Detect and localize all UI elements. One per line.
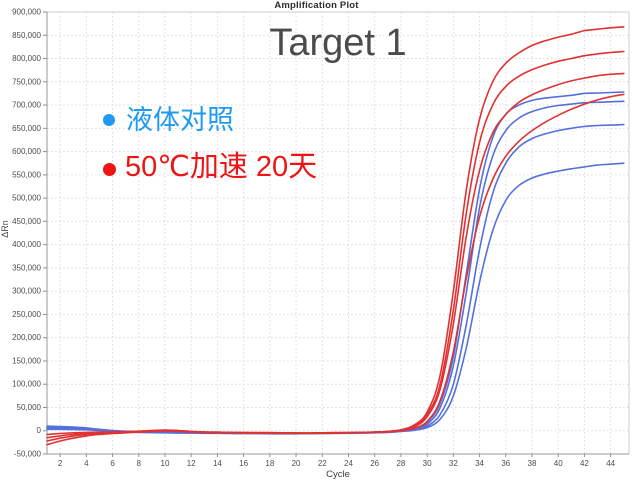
svg-text:550,000: 550,000	[12, 170, 41, 179]
svg-text:34: 34	[475, 459, 484, 468]
svg-text:44: 44	[606, 459, 615, 468]
svg-text:18: 18	[265, 459, 274, 468]
chart-title: Amplification Plot	[274, 0, 359, 11]
x-axis-title: Cycle	[326, 469, 350, 480]
svg-text:900,000: 900,000	[12, 8, 41, 17]
svg-text:2: 2	[58, 459, 63, 468]
svg-text:6: 6	[110, 459, 115, 468]
svg-text:300,000: 300,000	[12, 287, 41, 296]
svg-text:100,000: 100,000	[12, 380, 41, 389]
svg-text:36: 36	[501, 459, 510, 468]
svg-text:850,000: 850,000	[12, 31, 41, 40]
svg-text:40: 40	[554, 459, 563, 468]
svg-text:24: 24	[344, 459, 353, 468]
legend-dot-blue-icon	[103, 114, 115, 126]
curve-50℃加速20天-4	[46, 93, 625, 446]
legend-label-liquid-control: 液体对照	[126, 105, 234, 135]
svg-text:650,000: 650,000	[12, 124, 41, 133]
svg-text:4: 4	[84, 459, 89, 468]
svg-text:28: 28	[396, 459, 405, 468]
svg-text:0: 0	[37, 426, 42, 435]
svg-text:400,000: 400,000	[12, 240, 41, 249]
svg-text:450,000: 450,000	[12, 217, 41, 226]
svg-text:42: 42	[580, 459, 589, 468]
svg-text:8: 8	[137, 459, 142, 468]
legend-item-accelerated: 50℃加速 20天	[103, 147, 317, 187]
svg-text:350,000: 350,000	[12, 263, 41, 272]
curve-液体对照-4	[46, 162, 625, 435]
legend-label-accelerated: 50℃加速 20天	[125, 151, 318, 183]
legend-dot-red-icon	[103, 162, 116, 176]
svg-text:150,000: 150,000	[12, 356, 41, 365]
y-axis-title: ΔRn	[0, 220, 10, 238]
target-annotation: Target 1	[269, 22, 407, 64]
svg-text:50,000: 50,000	[17, 403, 42, 412]
curve-50℃加速20天-1	[46, 26, 625, 436]
svg-text:10: 10	[161, 459, 170, 468]
svg-text:12: 12	[187, 459, 196, 468]
svg-text:30: 30	[423, 459, 432, 468]
svg-text:700,000: 700,000	[12, 101, 41, 110]
svg-text:250,000: 250,000	[12, 310, 41, 319]
svg-text:14: 14	[213, 459, 222, 468]
svg-text:500,000: 500,000	[12, 194, 41, 203]
svg-text:26: 26	[370, 459, 379, 468]
svg-text:750,000: 750,000	[12, 77, 41, 86]
svg-text:800,000: 800,000	[12, 54, 41, 63]
svg-text:20: 20	[292, 459, 301, 468]
svg-text:200,000: 200,000	[12, 333, 41, 342]
svg-text:16: 16	[239, 459, 248, 468]
svg-text:32: 32	[449, 459, 458, 468]
svg-text:38: 38	[528, 459, 537, 468]
svg-text:-50,000: -50,000	[14, 450, 42, 459]
svg-text:22: 22	[318, 459, 327, 468]
legend: 液体对照 50℃加速 20天	[103, 103, 317, 197]
legend-item-liquid-control: 液体对照	[103, 103, 317, 137]
svg-text:600,000: 600,000	[12, 147, 41, 156]
